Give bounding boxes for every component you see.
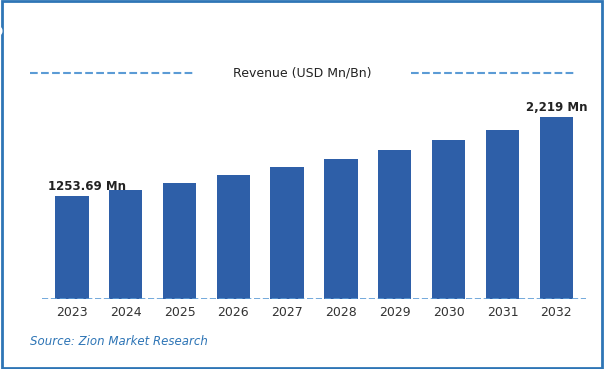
Bar xyxy=(432,140,465,299)
Bar xyxy=(378,150,411,299)
Text: CAGR : 6.45%: CAGR : 6.45% xyxy=(65,119,167,132)
Bar xyxy=(539,117,573,299)
Text: Global Robotic Prosthetic Market,: Global Robotic Prosthetic Market, xyxy=(0,23,302,40)
Text: Source: Zion Market Research: Source: Zion Market Research xyxy=(30,335,208,348)
Bar xyxy=(324,159,358,299)
Bar xyxy=(271,167,304,299)
Bar xyxy=(55,196,89,299)
Text: 2,219 Mn: 2,219 Mn xyxy=(525,101,587,114)
Text: Revenue (USD Mn/Bn): Revenue (USD Mn/Bn) xyxy=(233,66,371,79)
Bar xyxy=(109,190,143,299)
Bar xyxy=(486,130,519,299)
Bar xyxy=(217,175,250,299)
Bar xyxy=(163,183,196,299)
Text: 2024-2032 (USD Million): 2024-2032 (USD Million) xyxy=(303,23,521,40)
Text: 1253.69 Mn: 1253.69 Mn xyxy=(48,180,126,193)
